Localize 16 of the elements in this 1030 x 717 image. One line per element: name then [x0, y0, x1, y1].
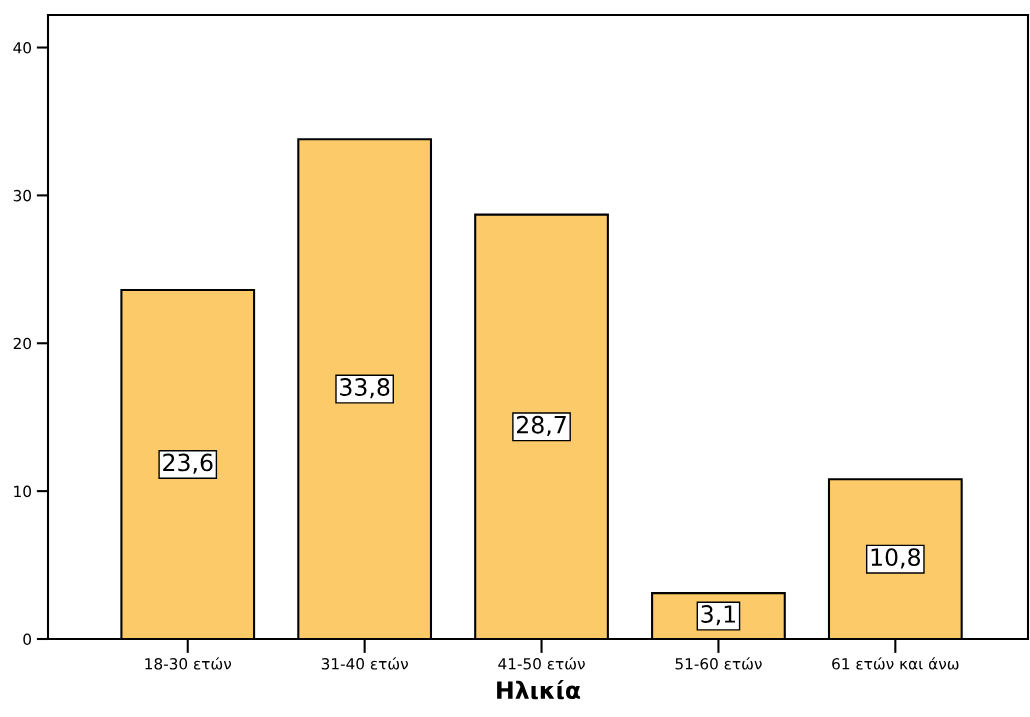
y-tick-label: 20 [13, 337, 32, 350]
x-tick-label: 18-30 ετών [145, 657, 232, 670]
data-label: 28,7 [516, 415, 566, 437]
x-tick-label: 51-60 ετών [675, 657, 762, 670]
data-label: 10,8 [871, 548, 920, 569]
x-tick-label: 61 ετών και άνω [832, 657, 959, 670]
y-tick-label: 40 [13, 42, 32, 54]
data-label: 33,8 [340, 378, 390, 399]
y-tick-label: 30 [13, 189, 32, 202]
y-tick-label: 0 [23, 633, 32, 646]
x-tick-label: 41-50 ετών [498, 657, 585, 670]
data-label: 23,6 [163, 453, 213, 474]
data-label: 3,1 [701, 605, 736, 626]
y-tick-label: 10 [14, 485, 32, 498]
x-axis-title: Ηλικία [497, 679, 581, 700]
x-tick-label: 31-40 ετών [321, 657, 408, 670]
